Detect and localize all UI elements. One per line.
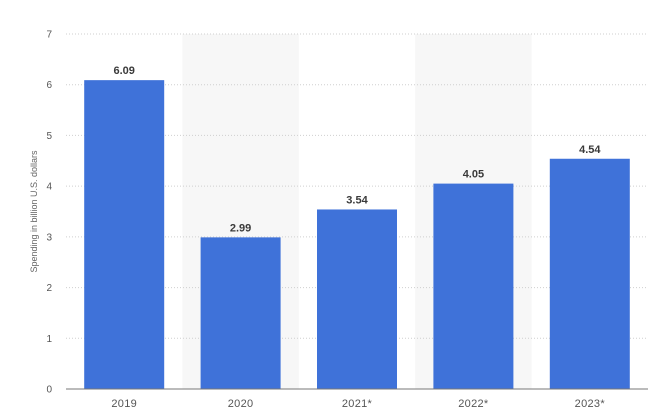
bar[interactable] xyxy=(317,209,397,389)
x-category-label: 2021* xyxy=(342,398,373,410)
y-tick-label: 5 xyxy=(46,131,52,142)
y-tick-label: 1 xyxy=(46,334,52,345)
x-category-label: 2020 xyxy=(228,398,254,410)
bar[interactable] xyxy=(84,80,165,390)
y-tick-label: 4 xyxy=(46,182,52,193)
bar-value-label: 4.05 xyxy=(463,169,484,181)
x-category-label: 2023* xyxy=(575,398,606,410)
bar-value-label: 3.54 xyxy=(346,194,368,206)
x-axis-labels: 2019 2020 2021* 2022* 2023* xyxy=(111,398,605,410)
bar[interactable] xyxy=(200,237,281,389)
bar[interactable] xyxy=(549,158,630,389)
y-tick-label: 2 xyxy=(46,283,52,294)
bar[interactable] xyxy=(433,183,514,389)
bars xyxy=(84,80,630,390)
y-axis-ticks: 0 1 2 3 4 5 6 7 xyxy=(46,30,52,396)
x-category-label: 2022* xyxy=(458,398,489,410)
bar-value-label: 2.99 xyxy=(230,222,251,234)
x-category-label: 2019 xyxy=(111,398,137,410)
y-tick-label: 6 xyxy=(46,80,52,91)
value-labels: 6.09 2.99 3.54 4.05 4.54 xyxy=(113,65,601,234)
y-tick-label: 7 xyxy=(46,30,52,41)
y-axis-title: Spending in billion U.S. dollars xyxy=(29,150,39,273)
bar-value-label: 6.09 xyxy=(113,65,134,77)
y-tick-label: 3 xyxy=(46,232,52,243)
bar-value-label: 4.54 xyxy=(579,144,601,156)
y-tick-label: 0 xyxy=(46,385,52,396)
